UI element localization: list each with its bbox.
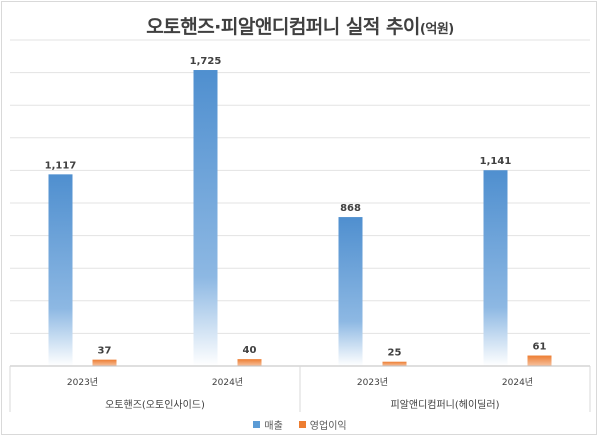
chart-title: 오토핸즈·피알앤디컴퍼니 실적 추이(억원) [0, 12, 600, 39]
legend-label-operating-profit: 영업이익 [309, 421, 347, 432]
bar-revenue [483, 170, 508, 366]
data-label-operating-profit: 25 [388, 348, 402, 359]
data-label-operating-profit: 40 [243, 345, 257, 356]
legend-item-operating-profit: 영업이익 [298, 417, 347, 432]
x-tick-label: 2023년 [67, 377, 98, 388]
bar-revenue [48, 174, 73, 366]
bar-operating-profit [237, 359, 262, 366]
data-label-operating-profit: 37 [98, 346, 112, 357]
chart-title-text: 오토핸즈·피알앤디컴퍼니 실적 추이 [146, 16, 420, 38]
bar-operating-profit [527, 355, 552, 366]
legend-label-revenue: 매출 [264, 421, 283, 432]
data-label-revenue: 1,141 [480, 156, 512, 167]
x-tick-label: 2024년 [502, 377, 533, 388]
bars-layer [48, 70, 552, 367]
legend-item-revenue: 매출 [253, 417, 283, 432]
legend: 매출 영업이익 [0, 417, 600, 432]
x-group-label: 오토핸즈(오토인사이드) [105, 399, 205, 411]
data-label-revenue: 868 [340, 203, 361, 214]
data-label-revenue: 1,725 [190, 56, 222, 67]
legend-swatch-revenue [253, 421, 261, 428]
bar-revenue [193, 70, 218, 367]
x-group-label: 피알앤디컴퍼니(헤이딜러) [390, 399, 499, 411]
legend-swatch-operating-profit [298, 421, 306, 428]
data-label-revenue: 1,117 [45, 160, 77, 171]
bar-revenue [338, 217, 363, 366]
x-tick-label: 2024년 [212, 377, 243, 388]
data-label-operating-profit: 61 [533, 342, 547, 353]
data-labels-layer: 1,117 37 1,725 40 868 25 1,141 61 [45, 56, 547, 359]
bar-operating-profit [382, 361, 407, 366]
chart-title-unit: (억원) [419, 22, 454, 37]
bar-operating-profit [92, 359, 117, 366]
x-tick-label: 2023년 [357, 377, 388, 388]
